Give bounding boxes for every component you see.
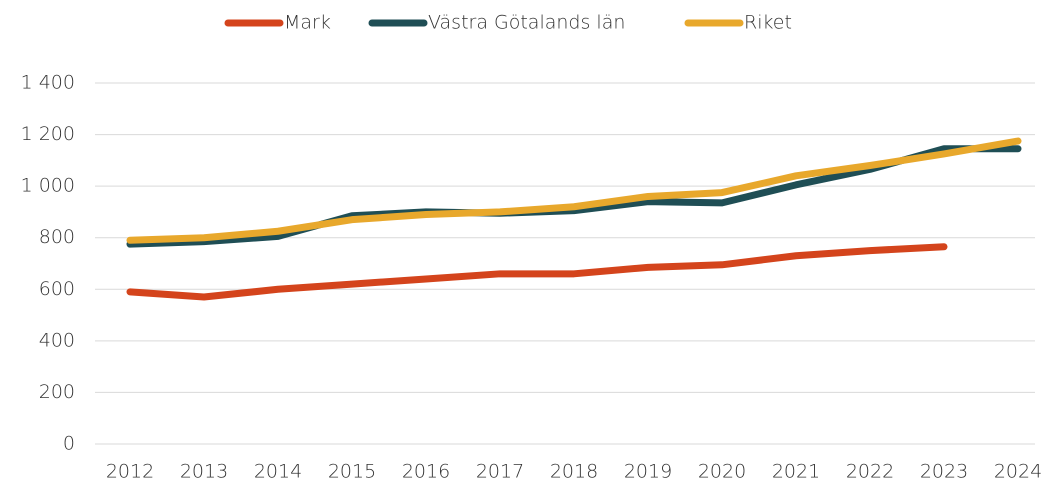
x-tick-label: 2023 xyxy=(920,461,968,483)
x-tick-label: 2020 xyxy=(698,461,746,483)
x-tick-label: 2021 xyxy=(772,461,820,483)
line-series xyxy=(126,137,1022,244)
line-series xyxy=(126,243,948,301)
legend-label: Mark xyxy=(284,12,331,34)
x-tick-label: 2024 xyxy=(994,461,1042,483)
y-tick-label: 1 200 xyxy=(21,123,75,145)
legend-label: Riket xyxy=(744,12,792,34)
x-tick-label: 2018 xyxy=(550,461,598,483)
x-tick-label: 2019 xyxy=(624,461,672,483)
x-tick-label: 2016 xyxy=(402,461,450,483)
y-tick-label: 400 xyxy=(39,329,75,351)
x-tick-label: 2022 xyxy=(846,461,894,483)
x-tick-label: 2012 xyxy=(106,461,154,483)
y-tick-label: 200 xyxy=(39,381,75,403)
x-tick-label: 2013 xyxy=(180,461,228,483)
legend-label: Västra Götalands län xyxy=(428,12,625,34)
y-tick-label: 1 000 xyxy=(21,175,75,197)
y-tick-label: 0 xyxy=(63,433,75,455)
y-tick-label: 800 xyxy=(39,226,75,248)
line-series xyxy=(126,145,1022,248)
x-tick-label: 2017 xyxy=(476,461,524,483)
x-tick-label: 2014 xyxy=(254,461,302,483)
y-tick-label: 600 xyxy=(39,278,75,300)
x-tick-label: 2015 xyxy=(328,461,376,483)
y-tick-label: 1 400 xyxy=(21,72,75,94)
